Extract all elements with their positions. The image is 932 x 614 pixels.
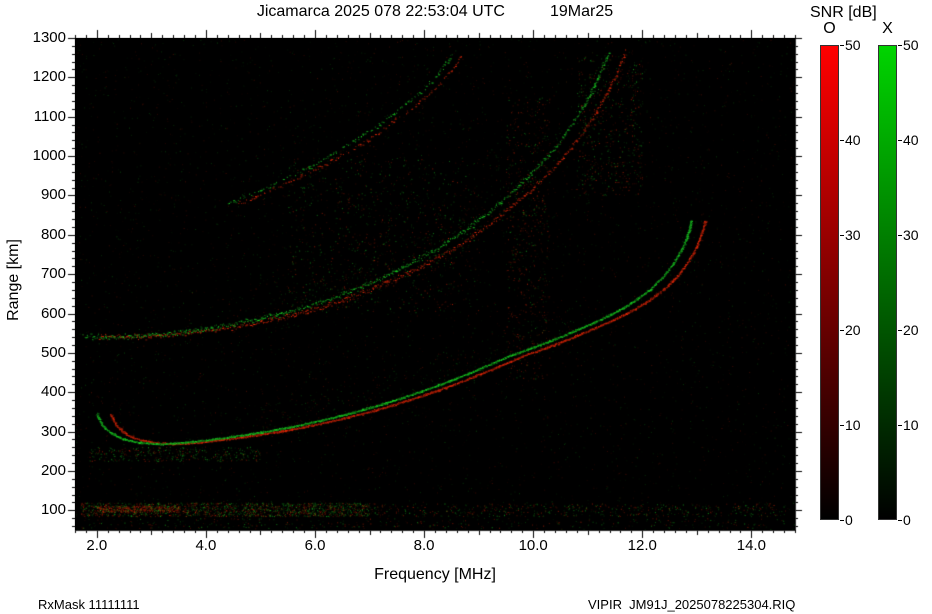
y-tick-label: 900	[40, 186, 66, 204]
y-tick-label: 100	[40, 501, 66, 519]
colorbar-tick	[840, 45, 844, 46]
colorbar-tick	[840, 520, 844, 521]
colorbar-tick	[898, 140, 902, 141]
title-date: 19Mar25	[549, 3, 614, 20]
plot-title: Jicamarca 2025 078 22:53:04 UTC 19Mar25	[75, 3, 795, 21]
colorbar-tick	[840, 330, 844, 331]
colorbar-tick-label: 30	[903, 227, 919, 243]
colorbar-tick-label: 20	[845, 322, 861, 338]
x-mode-label: X	[882, 20, 893, 37]
colorbar-tick	[898, 520, 902, 521]
colorbar-tick-label: 40	[845, 132, 861, 148]
colorbar-tick-label: 40	[903, 132, 919, 148]
colorbar-tick	[840, 425, 844, 426]
colorbar-tick-label: 10	[845, 417, 861, 433]
o-mode-colorbar	[820, 45, 839, 520]
y-tick-label: 1100	[33, 107, 66, 125]
x-tick-label: 14.0	[736, 537, 766, 554]
x-mode-colorbar	[878, 45, 897, 520]
y-tick-label: 1200	[32, 68, 66, 86]
x-tick-label: 2.0	[86, 537, 108, 554]
colorbar-tick	[898, 330, 902, 331]
x-tick-label: 8.0	[413, 537, 435, 554]
colorbar-tick-label: 30	[845, 227, 861, 243]
y-tick-label: 1000	[32, 147, 66, 165]
rx-mask-text: RxMask 11111111	[38, 597, 140, 612]
instrument-file-text: VIPIR JM91J_2025078225304.RIQ	[588, 597, 796, 612]
y-tick-label: 300	[40, 422, 66, 440]
y-tick-label: 1300	[32, 29, 66, 46]
colorbar-tick	[840, 140, 844, 141]
colorbar-tick-label: 50	[903, 37, 919, 53]
y-tick-label: 400	[40, 383, 66, 401]
colorbar-tick	[898, 235, 902, 236]
x-tick-label: 6.0	[304, 537, 326, 554]
colorbar-tick-label: 0	[845, 512, 853, 528]
y-tick-label: 500	[40, 343, 66, 361]
y-tick-label: 600	[40, 304, 66, 322]
colorbar-tick-label: 50	[845, 37, 861, 53]
y-tick-label: 800	[40, 225, 66, 243]
o-mode-label: O	[823, 20, 836, 37]
y-tick-label: 700	[40, 265, 66, 283]
x-axis-label: Frequency [MHz]	[374, 566, 496, 583]
colorbar-tick	[898, 45, 902, 46]
colorbar-tick-label: 0	[903, 512, 911, 528]
colorbar-tick-label: 20	[903, 322, 919, 338]
x-tick-label: 12.0	[627, 537, 657, 554]
colorbar-tick-label: 10	[903, 417, 919, 433]
x-tick-label: 4.0	[195, 537, 217, 554]
title-text: Jicamarca 2025 078 22:53:04 UTC	[256, 3, 505, 20]
x-tick-label: 10.0	[518, 537, 548, 554]
colorbar-tick	[898, 425, 902, 426]
ionogram-canvas	[75, 38, 795, 530]
colorbar-tick	[840, 235, 844, 236]
y-tick-label: 200	[40, 461, 66, 479]
